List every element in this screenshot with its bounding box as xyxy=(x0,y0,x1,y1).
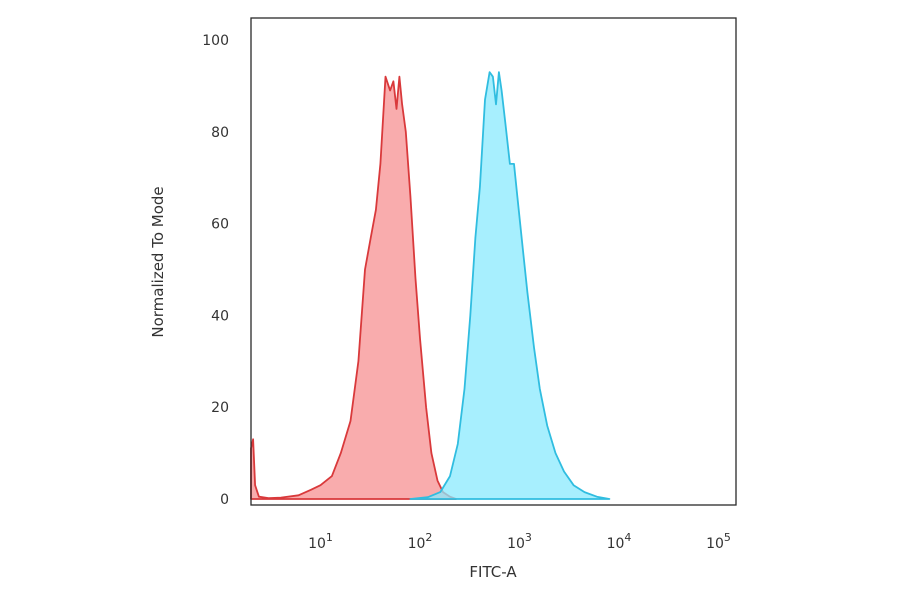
y-tick-label: 60 xyxy=(211,217,229,233)
x-tick-label: 101 xyxy=(308,531,333,552)
y-tick-label: 40 xyxy=(211,308,229,324)
y-tick-label: 80 xyxy=(211,125,229,141)
x-tick-label: 105 xyxy=(706,531,731,552)
x-tick-label: 103 xyxy=(507,531,532,552)
x-tick-label: 102 xyxy=(408,531,433,552)
y-tick-label: 0 xyxy=(220,492,229,508)
x-tick-label: 104 xyxy=(607,531,632,552)
histogram-series-1 xyxy=(250,75,457,500)
histogram-series-2 xyxy=(409,71,611,500)
x-axis-ticks: 101 102 103 104 105 xyxy=(308,531,731,552)
y-axis-ticks: 0 20 40 60 80 100 xyxy=(202,33,229,508)
y-tick-label: 100 xyxy=(202,33,229,49)
series-layer xyxy=(250,71,611,500)
x-axis-title: FITC-A xyxy=(469,563,517,581)
y-axis-title: Normalized To Mode xyxy=(149,186,167,337)
y-tick-label: 20 xyxy=(211,400,229,416)
plot-frame xyxy=(250,17,737,506)
